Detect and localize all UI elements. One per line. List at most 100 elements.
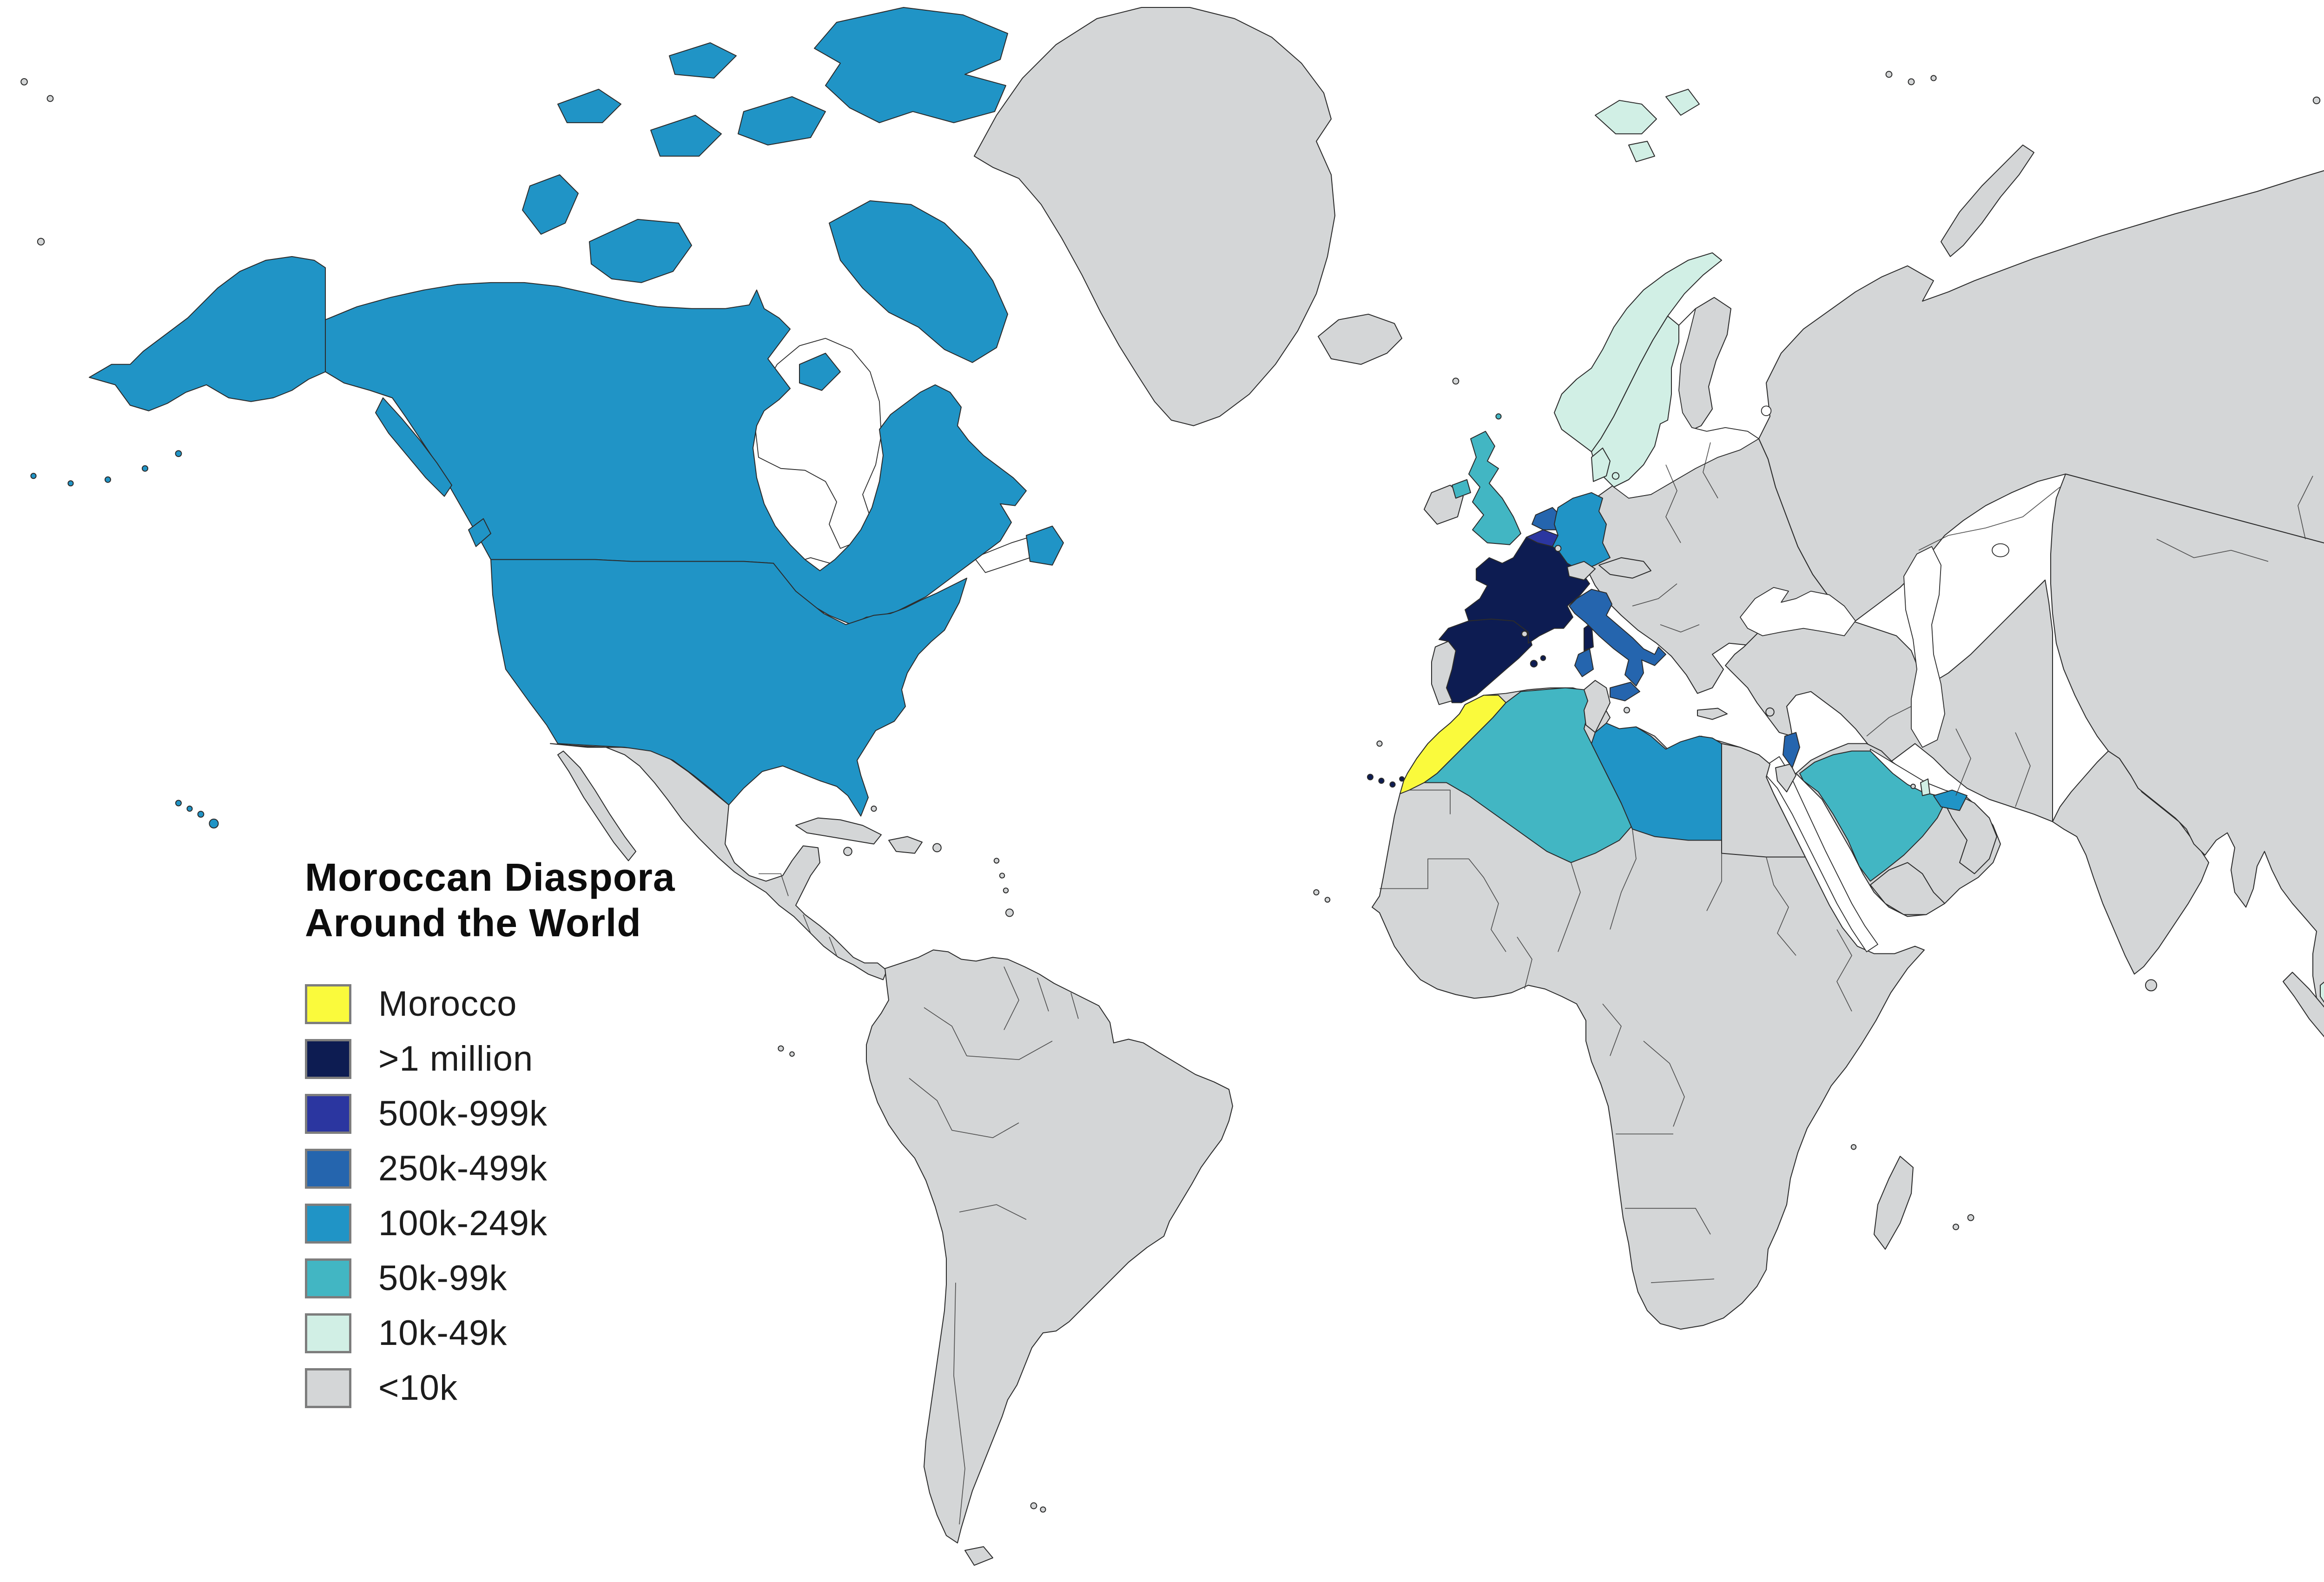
spain-canary-islands[interactable] <box>1389 781 1396 788</box>
region-baja-california[interactable] <box>557 750 636 861</box>
legend-swatch-50k[interactable] <box>305 1258 351 1298</box>
country-sri-lanka[interactable] <box>2145 979 2157 992</box>
usa-alaska-panhandle[interactable] <box>375 397 452 497</box>
country-denmark[interactable] <box>1591 447 1611 482</box>
hawaii-islands[interactable] <box>175 800 182 807</box>
canada-southampton-island[interactable] <box>799 352 841 391</box>
reunion[interactable] <box>1953 1224 1959 1231</box>
lesser-antilles[interactable] <box>993 858 1000 864</box>
canada-arctic-island[interactable] <box>669 42 737 79</box>
galapagos-islands[interactable] <box>789 1051 795 1057</box>
spain-canary-islands[interactable] <box>1399 776 1405 782</box>
novaya-zemlya[interactable] <box>1941 144 2034 257</box>
country-cyprus[interactable] <box>1765 707 1775 717</box>
country-saudi-arabia[interactable] <box>1799 750 1945 882</box>
canada-devon-island[interactable] <box>738 96 826 146</box>
portugal-madeira[interactable] <box>1376 740 1383 747</box>
severnaya-zemlya[interactable] <box>2312 96 2321 105</box>
country-trinidad[interactable] <box>1005 908 1014 917</box>
uk-northern-ireland[interactable] <box>1452 479 1471 499</box>
aleutian-islands[interactable] <box>175 450 182 457</box>
hawaii-islands[interactable] <box>209 818 219 829</box>
country-yemen[interactable] <box>1870 862 1945 915</box>
country-sweden[interactable] <box>1591 315 1679 488</box>
franz-josef-land[interactable] <box>1930 75 1937 81</box>
siberia-fragment[interactable] <box>20 78 28 86</box>
country-andorra[interactable] <box>1521 630 1528 637</box>
country-israel[interactable] <box>1783 732 1800 768</box>
tierra-del-fuego[interactable] <box>964 1546 993 1566</box>
country-egypt[interactable] <box>1721 743 1806 858</box>
canada-baffin-island[interactable] <box>829 200 1008 363</box>
siberia-fragment[interactable] <box>46 95 54 102</box>
wrangel-island[interactable] <box>37 238 45 246</box>
country-uae[interactable] <box>1933 789 1967 811</box>
franz-josef-land[interactable] <box>1908 78 1915 86</box>
country-usa[interactable] <box>490 559 967 817</box>
country-denmark-zealand[interactable] <box>1611 472 1620 480</box>
country-ireland[interactable] <box>1424 484 1464 525</box>
country-norway-svalbard[interactable] <box>1595 99 1657 134</box>
mauritius[interactable] <box>1967 1214 1974 1221</box>
region-south-america[interactable] <box>866 949 1233 1544</box>
country-cuba[interactable] <box>795 817 882 845</box>
falkland-islands[interactable] <box>1040 1506 1046 1513</box>
region-mexico-central-america[interactable] <box>550 743 887 980</box>
canada-banks-island[interactable] <box>522 174 579 235</box>
canada-newfoundland[interactable] <box>1026 525 1064 566</box>
aleutian-islands[interactable] <box>67 480 74 487</box>
egypt-sinai[interactable] <box>1775 763 1796 793</box>
lesser-antilles[interactable] <box>999 873 1005 879</box>
canada-arctic-island[interactable] <box>650 114 722 157</box>
country-greenland[interactable] <box>974 7 1335 426</box>
falkland-islands[interactable] <box>1030 1502 1037 1509</box>
spain-balearic-islands[interactable] <box>1530 660 1538 668</box>
region-china-southeast-asia[interactable] <box>2050 473 2324 1036</box>
country-madagascar[interactable] <box>1874 1156 1914 1250</box>
spain-canary-islands[interactable] <box>1378 777 1385 784</box>
country-austria[interactable] <box>1598 557 1651 579</box>
uk-shetland[interactable] <box>1495 413 1502 420</box>
cape-verde[interactable] <box>1324 897 1331 903</box>
canada-arctic-island[interactable] <box>557 88 621 123</box>
country-india[interactable] <box>2052 750 2209 975</box>
hawaii-islands[interactable] <box>197 811 205 818</box>
country-portugal[interactable] <box>1431 641 1456 705</box>
country-hispaniola[interactable] <box>888 836 923 854</box>
region-russia-central-asia[interactable] <box>1758 134 2324 640</box>
country-bahrain[interactable] <box>1910 783 1916 789</box>
country-oman[interactable] <box>1944 795 1997 874</box>
country-iceland[interactable] <box>1318 313 1402 365</box>
country-puerto-rico[interactable] <box>932 843 942 853</box>
aleutian-islands[interactable] <box>105 476 111 483</box>
region-crete[interactable] <box>1697 708 1728 720</box>
legend-swatch-100k[interactable] <box>305 1203 351 1244</box>
country-qatar[interactable] <box>1920 778 1930 796</box>
cape-verde[interactable] <box>1313 889 1320 896</box>
country-norway-svalbard[interactable] <box>1665 88 1700 116</box>
spain-canary-islands[interactable] <box>1367 774 1373 781</box>
country-switzerland[interactable] <box>1567 561 1596 581</box>
country-indonesia-sumatra[interactable] <box>2283 972 2324 1084</box>
comoros[interactable] <box>1850 1144 1857 1150</box>
country-usa-alaska[interactable] <box>89 256 326 411</box>
legend-swatch-lt10k[interactable] <box>305 1368 351 1408</box>
legend-swatch-morocco[interactable] <box>305 984 351 1024</box>
canada-ellesmere-island[interactable] <box>814 7 1008 123</box>
country-germany[interactable] <box>1552 492 1611 571</box>
legend-swatch-10k[interactable] <box>305 1313 351 1353</box>
italy-sardinia[interactable] <box>1574 648 1594 677</box>
country-malaysia-peninsula[interactable] <box>2320 976 2324 1030</box>
lesser-antilles[interactable] <box>1003 887 1009 894</box>
hawaii-islands[interactable] <box>186 805 193 812</box>
country-jamaica[interactable] <box>843 847 852 856</box>
spain-balearic-islands[interactable] <box>1540 655 1546 661</box>
canada-victoria-island[interactable] <box>589 218 692 283</box>
country-malta[interactable] <box>1624 707 1630 714</box>
country-norway-svalbard[interactable] <box>1628 140 1655 162</box>
aleutian-islands[interactable] <box>142 465 148 472</box>
faroe-islands[interactable] <box>1452 377 1459 385</box>
canada-vancouver-island[interactable] <box>468 518 491 547</box>
legend-swatch-250k[interactable] <box>305 1148 351 1189</box>
legend-swatch-500k[interactable] <box>305 1093 351 1134</box>
